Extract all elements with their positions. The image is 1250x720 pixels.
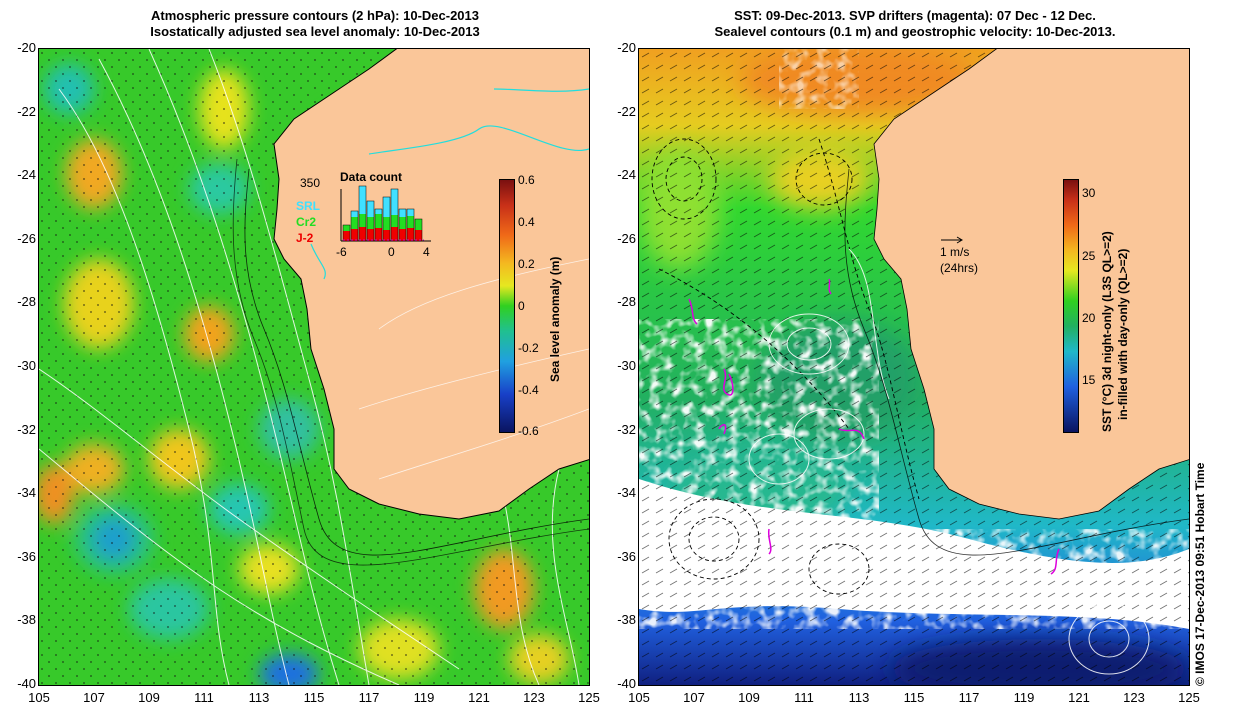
longitude-tick: 119 [1013, 690, 1035, 705]
longitude-tick: 121 [468, 690, 490, 705]
longitude-tick: 123 [1123, 690, 1145, 705]
shelf-contour-200m [844, 168, 1189, 556]
sea-level-map-graphic [39, 49, 589, 685]
land-pressure-contours [358, 258, 589, 480]
longitude-tick: 107 [683, 690, 705, 705]
data-count-inset [340, 185, 431, 242]
svp-drifter-tracks [688, 278, 1060, 575]
longitude-tick: 119 [413, 690, 435, 705]
sla-tick: -0.4 [518, 383, 539, 397]
latitude-tick: -26 [17, 230, 36, 246]
sst-colorbar-label-line2: in-filled with day-only (QL>=2) [1116, 248, 1130, 420]
longitude-tick: 111 [794, 690, 814, 705]
imos-credit: © IMOS 17-Dec-2013 09:51 Hobart Time [1193, 462, 1207, 686]
inset-bars [342, 185, 423, 242]
latitude-tick: -32 [617, 421, 636, 437]
sst-map [638, 48, 1190, 686]
latitude-tick: -22 [617, 103, 636, 119]
australia-landmass [873, 49, 1189, 520]
longitude-tick: 109 [738, 690, 760, 705]
sealevel-contours-dashed [651, 138, 920, 595]
inset-x-tick: 0 [388, 245, 395, 259]
sla-tick: 0.4 [518, 215, 535, 229]
longitude-tick: 125 [578, 690, 600, 705]
sea-level-anomaly-map [38, 48, 590, 686]
latitude-tick: -30 [17, 358, 36, 373]
inset-x-tick: -6 [336, 245, 347, 259]
inset-title: Data count [340, 170, 403, 184]
latitude-tick: -24 [17, 167, 36, 183]
longitude-tick: 109 [138, 690, 160, 705]
sst-colorbar-label-line1: SST (°C) 3d night-only (L3S QL>=2) [1100, 231, 1114, 432]
left-panel-title: Atmospheric pressure contours (2 hPa): 1… [40, 8, 590, 40]
sealevel-contours-positive [748, 248, 1150, 675]
scale-arrow-label: 1 m/s [940, 245, 970, 259]
latitude-tick: -34 [617, 485, 636, 501]
latitude-tick: -28 [617, 294, 636, 310]
latitude-tick: -22 [17, 103, 36, 119]
longitude-tick: 107 [83, 690, 105, 705]
velocity-scale-arrow [941, 236, 963, 244]
longitude-tick: 111 [194, 690, 214, 705]
latitude-tick: -24 [617, 167, 636, 183]
longitude-tick: 123 [523, 690, 545, 705]
right-title-line1: SST: 09-Dec-2013. SVP drifters (magenta)… [734, 8, 1096, 23]
inset-legend-j2: J-2 [296, 231, 314, 245]
latitude-tick: -38 [617, 612, 636, 628]
sla-tick: 0.2 [518, 257, 535, 271]
latitude-tick: -34 [17, 485, 36, 501]
latitude-tick: -26 [617, 230, 636, 246]
longitude-tick: 117 [958, 690, 980, 705]
right-title-line2: Sealevel contours (0.1 m) and geostrophi… [714, 24, 1116, 39]
longitude-tick: 105 [628, 690, 650, 705]
latitude-tick: -32 [17, 421, 36, 437]
inset-x-tick: 4 [423, 245, 430, 259]
right-panel-title: SST: 09-Dec-2013. SVP drifters (magenta)… [640, 8, 1190, 40]
sla-tick: -0.6 [518, 424, 539, 438]
latitude-tick: -30 [617, 358, 636, 373]
latitude-tick: -20 [617, 40, 636, 55]
longitude-tick: 105 [28, 690, 50, 705]
latitude-tick: -36 [617, 548, 636, 564]
shelf-contour-200m [244, 168, 589, 556]
cyan-coastal-lines [310, 88, 589, 280]
latitude-tick: -40 [617, 676, 636, 691]
longitude-tick: 121 [1068, 690, 1090, 705]
longitude-tick: 115 [903, 690, 925, 705]
sla-tick: -0.2 [518, 341, 539, 355]
longitude-tick: 115 [303, 690, 325, 705]
sla-colorbar-label: Sea level anomaly (m) [548, 256, 562, 382]
sst-map-graphic [639, 49, 1189, 685]
longitude-tick: 113 [848, 690, 870, 705]
scale-arrow-label-period: (24hrs) [940, 261, 979, 275]
inset-legend-srl: SRL [296, 199, 320, 213]
latitude-tick: -40 [17, 676, 36, 691]
inset-max-label: 350 [300, 176, 321, 190]
left-title-line1: Atmospheric pressure contours (2 hPa): 1… [151, 8, 479, 23]
sst-tick: 25 [1082, 249, 1096, 263]
latitude-tick: -28 [17, 294, 36, 310]
longitude-tick: 117 [358, 690, 380, 705]
latitude-tick: -20 [17, 40, 36, 55]
latitude-tick: -36 [17, 548, 36, 564]
sst-tick: 15 [1082, 373, 1096, 387]
sst-tick: 30 [1082, 186, 1096, 200]
sst-tick: 20 [1082, 311, 1096, 325]
latitude-tick: -38 [17, 612, 36, 628]
sla-tick: 0.6 [518, 173, 535, 187]
sea-level-colorbar [499, 179, 515, 433]
shelf-contour-2000m [232, 158, 589, 566]
sla-tick: 0 [518, 299, 525, 313]
longitude-tick: 113 [248, 690, 270, 705]
sst-colorbar [1063, 179, 1079, 433]
left-title-line2: Isostatically adjusted sea level anomaly… [150, 24, 480, 39]
longitude-tick: 125 [1178, 690, 1200, 705]
inset-legend-cr2: Cr2 [296, 215, 317, 229]
